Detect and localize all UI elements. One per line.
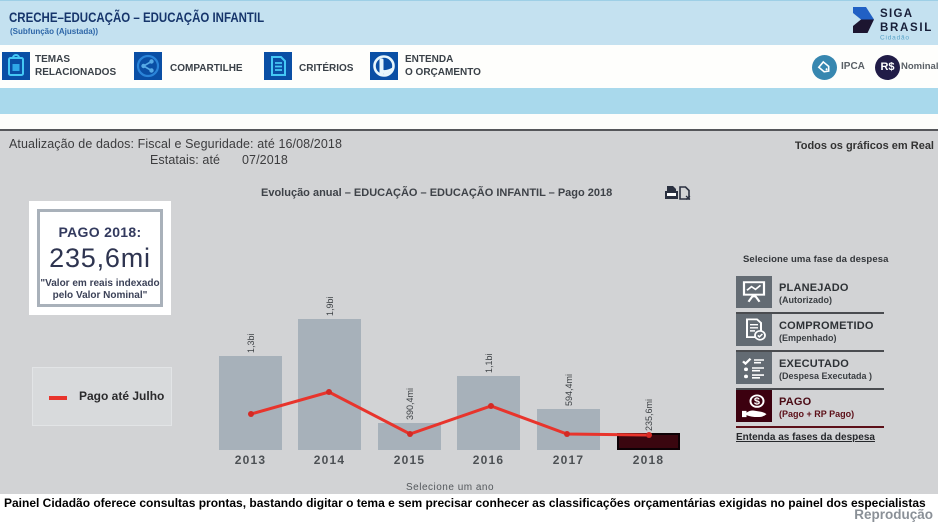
svg-text:SIGA: SIGA [880, 8, 913, 20]
svg-text:$: $ [754, 397, 760, 407]
svg-text:Cidadão: Cidadão [880, 35, 910, 42]
svg-text:BRASIL: BRASIL [880, 22, 933, 34]
